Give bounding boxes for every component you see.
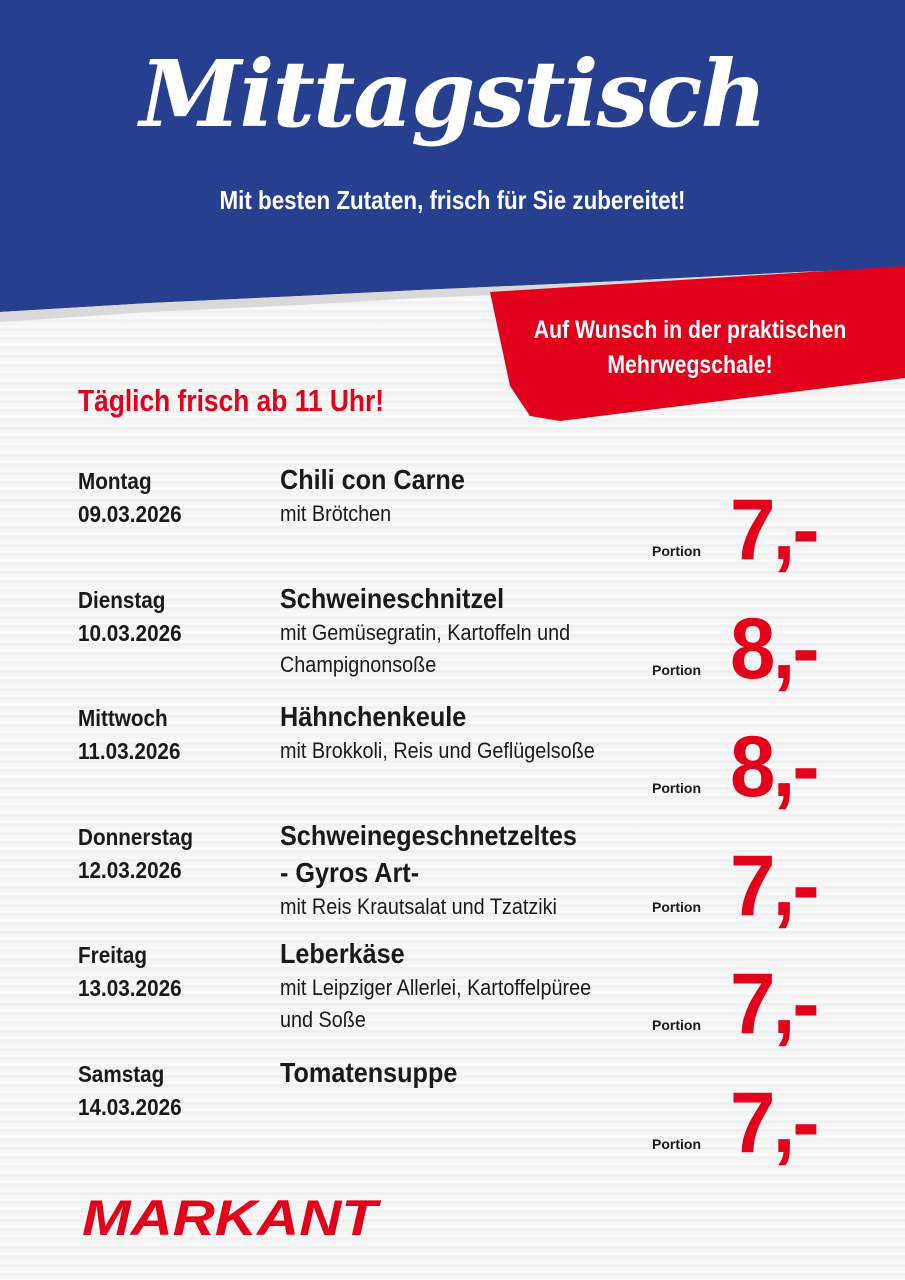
dish-name: Tomatensuppe — [280, 1056, 458, 1088]
menu-row: Montag 09.03.2026 Chili con Carne mit Brö… — [0, 464, 905, 583]
portion-label: Portion — [652, 543, 701, 559]
day-label: Samstag 14.03.2026 — [78, 1058, 182, 1124]
dish-name: Schweineschnitzel — [280, 582, 505, 614]
dish: Hähnchenkeule mit Brokkoli, Reis und Gef… — [280, 698, 658, 767]
day-label: Dienstag 10.03.2026 — [78, 584, 182, 650]
menu-row: Dienstag 10.03.2026 Schweineschnitzel mit… — [0, 583, 905, 702]
price: 7,- — [730, 482, 820, 578]
day-label: Donnerstag 12.03.2026 — [78, 821, 193, 887]
menu-row: Freitag 13.03.2026 Leberkäse mit Leipzige… — [0, 938, 905, 1057]
dish: Schweinegeschnetzeltes - Gyros Art- mit … — [280, 817, 658, 923]
svg-text:MARKANT: MARKANT — [82, 1195, 382, 1239]
dish-description: mit Brokkoli, Reis und Geflügelsoße — [280, 738, 595, 763]
dish-description: mit Reis Krautsalat und Tzatziki — [280, 893, 557, 919]
day-date: 09.03.2026 — [78, 501, 182, 527]
day-name: Mittwoch — [78, 705, 168, 731]
banner-text: Auf Wunsch in der praktischen Mehrwegsch… — [533, 316, 847, 379]
day-name: Dienstag — [78, 586, 166, 613]
portion-label: Portion — [652, 661, 701, 678]
day-label: Freitag 13.03.2026 — [78, 939, 182, 1005]
dish-name: Hähnchenkeule — [280, 701, 467, 732]
menu-row: Donnerstag 12.03.2026 Schweinegeschnetzel… — [0, 820, 905, 939]
dish-description: mit Gemüsegratin, Kartoffeln und Champig… — [280, 619, 571, 677]
portion-label: Portion — [652, 1017, 701, 1033]
day-name: Donnerstag — [78, 823, 194, 850]
day-date: 14.03.2026 — [78, 1093, 182, 1120]
portion-label: Portion — [652, 898, 701, 915]
day-date: 12.03.2026 — [78, 856, 182, 883]
portion-label: Portion — [652, 1135, 701, 1152]
day-date: 11.03.2026 — [78, 738, 181, 764]
menu-row: Samstag 14.03.2026 Tomatensuppe Portion 7… — [0, 1057, 905, 1176]
dish: Leberkäse mit Leipziger Allerlei, Kartof… — [280, 935, 658, 1036]
markant-logo: MARKANT — [82, 1190, 382, 1246]
price: 8,- — [730, 719, 820, 815]
dish-name: Leberkäse — [280, 938, 405, 969]
price: 8,- — [730, 600, 820, 697]
dish: Chili con Carne mit Brötchen — [280, 461, 658, 530]
price: 7,- — [730, 837, 820, 934]
day-label: Mittwoch 11.03.2026 — [78, 702, 180, 768]
portion-label: Portion — [652, 780, 701, 796]
dish-description: mit Brötchen — [280, 501, 392, 526]
day-name: Freitag — [78, 942, 148, 968]
page-title: Mittagstisch — [139, 40, 768, 148]
day-label: Montag 09.03.2026 — [78, 465, 182, 531]
day-date: 13.03.2026 — [78, 975, 182, 1001]
dish: Schweineschnitzel mit Gemüsegratin, Kart… — [280, 580, 658, 681]
menu-row: Mittwoch 11.03.2026 Hähnchenkeule mit Bro… — [0, 701, 905, 820]
daily-note: Täglich frisch ab 11 Uhr! — [78, 383, 385, 418]
header-background — [0, 0, 905, 312]
dish-name: Chili con Carne — [280, 464, 465, 495]
price: 7,- — [730, 956, 820, 1052]
page-subtitle: Mit besten Zutaten, frisch für Sie zuber… — [219, 185, 686, 215]
dish-name: Schweinegeschnetzeltes - Gyros Art- — [280, 819, 577, 888]
dish: Tomatensuppe — [280, 1054, 658, 1091]
day-name: Samstag — [78, 1060, 165, 1087]
day-date: 10.03.2026 — [78, 619, 182, 646]
dish-description: mit Leipziger Allerlei, Kartoffelpüree u… — [280, 975, 592, 1032]
day-name: Montag — [78, 468, 152, 494]
price: 7,- — [730, 1074, 820, 1171]
